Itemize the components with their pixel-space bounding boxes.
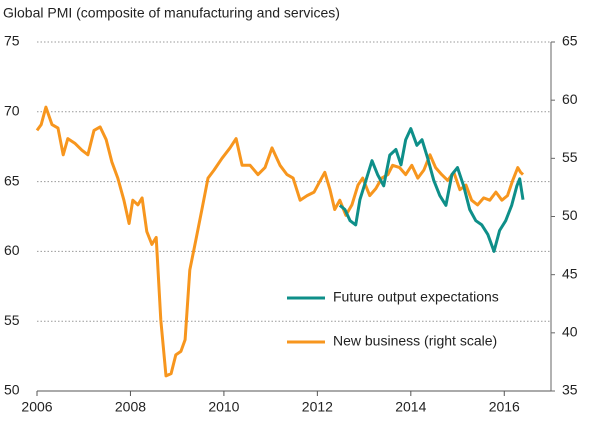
legend-label: Future output expectations [333,289,499,305]
y2-tick-label: 40 [562,324,578,340]
legend-label: New business (right scale) [333,333,497,349]
y2-tick-label: 50 [562,207,578,223]
y2-tick-label: 65 [562,33,578,49]
series-line [35,105,525,378]
y-tick-label: 65 [4,172,20,188]
x-tick-label: 2014 [395,399,426,415]
y-tick-label: 50 [4,382,20,398]
y-tick-label: 75 [4,33,20,49]
x-tick-label: 2012 [302,399,333,415]
x-tick-label: 2016 [489,399,520,415]
y-tick-label: 70 [4,103,20,119]
y2-tick-label: 45 [562,265,578,281]
x-tick-label: 2008 [115,399,146,415]
x-tick-label: 2006 [21,399,52,415]
y-tick-label: 60 [4,242,20,258]
series-line [338,127,525,253]
y2-tick-label: 55 [562,149,578,165]
x-tick-label: 2010 [208,399,239,415]
y-tick-label: 55 [4,312,20,328]
y2-tick-label: 60 [562,91,578,107]
chart-title: Global PMI (composite of manufacturing a… [3,5,340,21]
y2-tick-label: 35 [562,382,578,398]
